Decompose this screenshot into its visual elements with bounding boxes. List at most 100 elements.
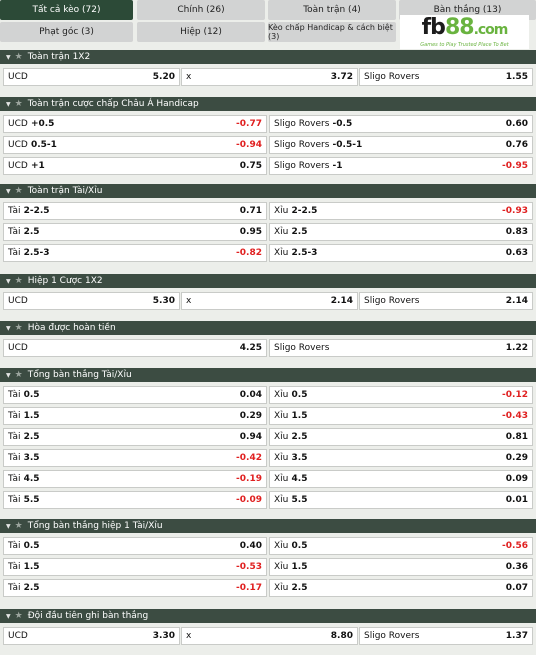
selection-label: Xỉu 2.5 — [274, 432, 307, 442]
collapse-arrow-icon[interactable]: ▼ — [6, 277, 11, 285]
odds-cell[interactable]: x 2.14 — [181, 292, 358, 310]
odds-cell[interactable]: Sligo Rovers 1.22 — [269, 339, 533, 357]
odds-cell[interactable]: UCD 0.5-1 -0.94 — [3, 136, 267, 154]
odds-cell[interactable]: UCD 4.25 — [3, 339, 267, 357]
section-header[interactable]: ▼ ★ Đội đầu tiên ghi bàn thắng — [0, 609, 536, 623]
odds-cell[interactable]: Xỉu 1.5 -0.43 — [269, 407, 533, 425]
section-header[interactable]: ▼ ★ Toàn trận cược chấp Châu Á Handicap — [0, 97, 536, 111]
odds-cell[interactable]: UCD +1 0.75 — [3, 157, 267, 175]
odds-cell[interactable]: UCD 5.20 — [3, 68, 180, 86]
odds-cell[interactable]: Sligo Rovers 1.37 — [359, 627, 533, 645]
collapse-arrow-icon[interactable]: ▼ — [6, 612, 11, 620]
selection-label: Tài 0.5 — [8, 390, 40, 400]
odds-cell[interactable]: Xỉu 2.5-3 0.63 — [269, 244, 533, 262]
odds-cell[interactable]: Tài 2.5 -0.17 — [3, 579, 267, 597]
tab-half[interactable]: Hiệp (12) — [137, 22, 265, 42]
selection-name: Xỉu — [274, 474, 289, 484]
tab-main[interactable]: Chính (26) — [137, 0, 265, 20]
odds-cell[interactable]: Sligo Rovers -0.5 0.60 — [269, 115, 533, 133]
odds-cell[interactable]: UCD 3.30 — [3, 627, 180, 645]
collapse-arrow-icon[interactable]: ▼ — [6, 522, 11, 530]
section-header[interactable]: ▼ ★ Tổng bàn thắng hiệp 1 Tài/Xỉu — [0, 519, 536, 533]
collapse-arrow-icon[interactable]: ▼ — [6, 53, 11, 61]
selection-name: UCD — [8, 631, 28, 641]
favorite-star-icon[interactable]: ★ — [14, 370, 23, 380]
favorite-star-icon[interactable]: ★ — [14, 323, 23, 333]
selection-label: Tài 3.5 — [8, 453, 40, 463]
tab-corners[interactable]: Phạt góc (3) — [0, 22, 133, 42]
selection-name: Xỉu — [274, 583, 289, 593]
odds-cell[interactable]: Tài 1.5 0.29 — [3, 407, 267, 425]
odds-cell[interactable]: Xỉu 2.5 0.83 — [269, 223, 533, 241]
favorite-star-icon[interactable]: ★ — [14, 611, 23, 621]
odds-cell[interactable]: x 8.80 — [181, 627, 358, 645]
odds-row: Tài 2-2.5 0.71 Xỉu 2-2.5 -0.93 — [3, 202, 533, 220]
collapse-arrow-icon[interactable]: ▼ — [6, 187, 11, 195]
odds-cell[interactable]: Xỉu 2.5 0.07 — [269, 579, 533, 597]
odds-cell[interactable]: Sligo Rovers 2.14 — [359, 292, 533, 310]
odds-cell[interactable]: Xỉu 0.5 -0.56 — [269, 537, 533, 555]
odds-cell[interactable]: Tài 5.5 -0.09 — [3, 491, 267, 509]
section-header[interactable]: ▼ ★ Hiệp 1 Cược 1X2 — [0, 274, 536, 288]
odds-cell[interactable]: Tài 2-2.5 0.71 — [3, 202, 267, 220]
odds-cell[interactable]: Xỉu 5.5 0.01 — [269, 491, 533, 509]
odds-cell[interactable]: Tài 3.5 -0.42 — [3, 449, 267, 467]
handicap-line: 2.5 — [20, 583, 40, 593]
odds-cell[interactable]: Sligo Rovers -1 -0.95 — [269, 157, 533, 175]
odds-row: UCD +1 0.75 Sligo Rovers -1 -0.95 — [3, 157, 533, 175]
handicap-line: 3.5 — [20, 453, 40, 463]
favorite-star-icon[interactable]: ★ — [14, 521, 23, 531]
selection-name: Tài — [8, 562, 21, 572]
odds-cell[interactable]: Tài 0.5 0.40 — [3, 537, 267, 555]
odds-value: 0.81 — [505, 432, 528, 442]
selection-label: Tài 2.5-3 — [8, 248, 50, 258]
odds-value: 0.29 — [505, 453, 528, 463]
odds-cell[interactable]: Xỉu 4.5 0.09 — [269, 470, 533, 488]
odds-value: -0.56 — [502, 541, 528, 551]
selection-name: x — [186, 631, 192, 641]
selection-name: Tài — [8, 495, 21, 505]
section-header[interactable]: ▼ ★ Hòa được hoàn tiền — [0, 321, 536, 335]
handicap-line: 1.5 — [288, 411, 308, 421]
odds-row: Tài 2.5 0.94 Xỉu 2.5 0.81 — [3, 428, 533, 446]
section-header[interactable]: ▼ ★ Toàn trận Tài/Xỉu — [0, 184, 536, 198]
collapse-arrow-icon[interactable]: ▼ — [6, 100, 11, 108]
odds-cell[interactable]: Tài 1.5 -0.53 — [3, 558, 267, 576]
selection-name: Sligo Rovers — [274, 140, 330, 150]
favorite-star-icon[interactable]: ★ — [14, 52, 23, 62]
odds-cell[interactable]: Tài 2.5-3 -0.82 — [3, 244, 267, 262]
odds-cell[interactable]: UCD +0.5 -0.77 — [3, 115, 267, 133]
section-header[interactable]: ▼ ★ Toàn trận 1X2 — [0, 50, 536, 64]
odds-cell[interactable]: Xỉu 2-2.5 -0.93 — [269, 202, 533, 220]
selection-label: UCD — [8, 296, 28, 306]
selection-label: Tài 2-2.5 — [8, 206, 50, 216]
favorite-star-icon[interactable]: ★ — [14, 276, 23, 286]
odds-row: UCD +0.5 -0.77 Sligo Rovers -0.5 0.60 — [3, 115, 533, 133]
odds-cell[interactable]: Xỉu 0.5 -0.12 — [269, 386, 533, 404]
odds-cell[interactable]: Tài 2.5 0.94 — [3, 428, 267, 446]
odds-cell[interactable]: Sligo Rovers -0.5-1 0.76 — [269, 136, 533, 154]
odds-cell[interactable]: x 3.72 — [181, 68, 358, 86]
tab-all-markets[interactable]: Tất cả kèo (72) — [0, 0, 133, 20]
favorite-star-icon[interactable]: ★ — [14, 99, 23, 109]
odds-cell[interactable]: Sligo Rovers 1.55 — [359, 68, 533, 86]
odds-cell[interactable]: Tài 4.5 -0.19 — [3, 470, 267, 488]
section-title: Hiệp 1 Cược 1X2 — [27, 276, 103, 286]
collapse-arrow-icon[interactable]: ▼ — [6, 324, 11, 332]
odds-cell[interactable]: Xỉu 2.5 0.81 — [269, 428, 533, 446]
favorite-star-icon[interactable]: ★ — [14, 186, 23, 196]
odds-row: UCD 5.30 x 2.14 Sligo Rovers 2.14 — [3, 292, 533, 310]
section-header[interactable]: ▼ ★ Tổng bàn thắng Tài/Xỉu — [0, 368, 536, 382]
odds-value: 0.04 — [239, 390, 262, 400]
logo-88: 88 — [444, 14, 475, 40]
selection-name: UCD — [8, 161, 28, 171]
collapse-arrow-icon[interactable]: ▼ — [6, 371, 11, 379]
odds-cell[interactable]: UCD 5.30 — [3, 292, 180, 310]
odds-cell[interactable]: Tài 2.5 0.95 — [3, 223, 267, 241]
odds-cell[interactable]: Xỉu 1.5 0.36 — [269, 558, 533, 576]
tab-handicap[interactable]: Kèo chấp Handicap & cách biệt (3) — [268, 22, 396, 42]
tab-full-match[interactable]: Toàn trận (4) — [268, 0, 396, 20]
selection-name: Xỉu — [274, 411, 289, 421]
odds-cell[interactable]: Xỉu 3.5 0.29 — [269, 449, 533, 467]
odds-cell[interactable]: Tài 0.5 0.04 — [3, 386, 267, 404]
